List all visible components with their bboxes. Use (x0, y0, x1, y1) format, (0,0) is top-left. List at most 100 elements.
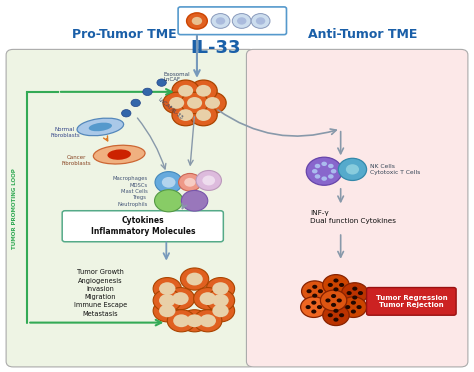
Circle shape (186, 314, 203, 327)
Ellipse shape (77, 118, 124, 136)
Circle shape (206, 300, 235, 322)
Circle shape (232, 13, 251, 28)
Circle shape (190, 80, 217, 102)
FancyBboxPatch shape (6, 49, 256, 367)
Circle shape (321, 176, 327, 181)
Circle shape (351, 310, 356, 314)
Circle shape (301, 297, 327, 317)
Circle shape (159, 294, 175, 307)
Circle shape (143, 88, 152, 96)
Circle shape (179, 173, 201, 191)
FancyBboxPatch shape (62, 211, 223, 242)
Circle shape (181, 92, 208, 113)
Text: Anti-Tumor TME: Anti-Tumor TME (308, 28, 417, 41)
Circle shape (121, 110, 131, 117)
Circle shape (317, 305, 322, 309)
Circle shape (184, 178, 196, 187)
Ellipse shape (108, 150, 131, 160)
Circle shape (339, 313, 344, 317)
Text: Cytokines
Inflammatory Molecules: Cytokines Inflammatory Molecules (91, 216, 195, 236)
Circle shape (206, 278, 235, 300)
Circle shape (190, 105, 217, 126)
Circle shape (200, 292, 216, 305)
Circle shape (345, 305, 350, 309)
Circle shape (196, 109, 211, 121)
Text: LnCAF/IL-33: LnCAF/IL-33 (157, 97, 184, 120)
Circle shape (301, 281, 328, 302)
Circle shape (337, 298, 342, 302)
Circle shape (346, 164, 359, 174)
Circle shape (205, 97, 220, 109)
Circle shape (196, 170, 221, 190)
Circle shape (206, 289, 235, 311)
Text: Exosomal
LnCAF: Exosomal LnCAF (164, 72, 191, 83)
Circle shape (318, 289, 323, 293)
Circle shape (331, 294, 336, 298)
Circle shape (315, 174, 320, 179)
Circle shape (212, 282, 229, 295)
Circle shape (155, 171, 182, 193)
Circle shape (333, 287, 338, 291)
Circle shape (153, 300, 182, 322)
Ellipse shape (89, 123, 112, 131)
Circle shape (338, 158, 366, 180)
Circle shape (251, 13, 270, 28)
Circle shape (159, 282, 175, 295)
Circle shape (321, 161, 327, 166)
Circle shape (157, 79, 166, 86)
Circle shape (333, 318, 338, 322)
Circle shape (202, 176, 215, 186)
Text: Pro-Tumor TME: Pro-Tumor TME (72, 28, 177, 41)
Circle shape (342, 283, 368, 304)
Circle shape (346, 291, 352, 295)
Circle shape (172, 80, 199, 102)
Circle shape (153, 289, 182, 311)
Text: NK Cells
Cytotoxic T Cells: NK Cells Cytotoxic T Cells (370, 164, 420, 175)
Circle shape (356, 305, 362, 309)
Circle shape (312, 169, 318, 173)
Circle shape (306, 305, 311, 309)
Circle shape (186, 273, 203, 285)
Circle shape (169, 97, 184, 109)
Circle shape (159, 304, 175, 317)
Circle shape (358, 291, 363, 295)
Circle shape (173, 314, 190, 327)
Circle shape (323, 305, 349, 326)
Circle shape (339, 283, 344, 287)
Circle shape (194, 288, 222, 310)
Text: Tumor Growth
Angiogenesis
Invasion
Migration
Immune Escape
Metastasis: Tumor Growth Angiogenesis Invasion Migra… (74, 269, 127, 317)
Circle shape (131, 99, 140, 107)
Circle shape (200, 314, 216, 327)
Ellipse shape (93, 145, 145, 164)
Circle shape (328, 313, 333, 317)
Circle shape (212, 294, 229, 307)
Circle shape (187, 97, 202, 109)
Circle shape (331, 169, 337, 173)
Circle shape (352, 295, 357, 299)
Circle shape (172, 105, 199, 126)
Text: Macrophages
MDSCs
Mast Cells
Tregs
Neutrophils: Macrophages MDSCs Mast Cells Tregs Neutr… (112, 176, 147, 207)
Circle shape (237, 17, 246, 25)
Circle shape (192, 17, 202, 25)
Circle shape (212, 304, 229, 317)
Circle shape (331, 303, 336, 307)
Circle shape (216, 17, 225, 25)
Circle shape (178, 85, 193, 97)
Circle shape (163, 92, 191, 113)
Circle shape (162, 177, 175, 187)
Circle shape (307, 289, 312, 293)
Text: TUMOR PROMOTING LOOP: TUMOR PROMOTING LOOP (12, 168, 17, 248)
Circle shape (196, 85, 211, 97)
Circle shape (166, 288, 195, 310)
Circle shape (182, 190, 208, 211)
Circle shape (328, 164, 334, 168)
Text: Tumor Regression
Tumor Rejection: Tumor Regression Tumor Rejection (375, 295, 447, 308)
Circle shape (333, 279, 338, 283)
Circle shape (167, 310, 196, 332)
Circle shape (194, 310, 222, 332)
Text: IL-33: IL-33 (191, 39, 241, 57)
Circle shape (312, 294, 317, 298)
Text: INF-γ
Dual function Cytokines: INF-γ Dual function Cytokines (310, 211, 396, 224)
Circle shape (325, 298, 330, 302)
Text: Normal
Fibroblasts: Normal Fibroblasts (50, 127, 80, 138)
